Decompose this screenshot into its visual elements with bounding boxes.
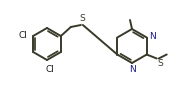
Text: N: N (130, 65, 136, 74)
Text: S: S (158, 60, 163, 69)
Text: N: N (149, 32, 156, 41)
Text: S: S (79, 14, 85, 23)
Text: Cl: Cl (18, 31, 27, 41)
Text: Cl: Cl (46, 65, 54, 74)
